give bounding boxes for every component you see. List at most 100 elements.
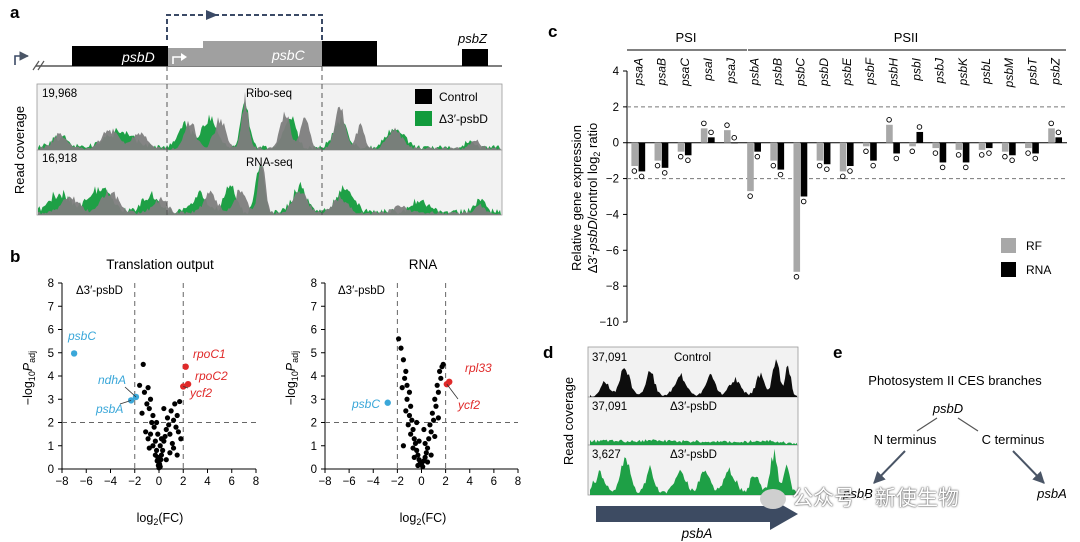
category-label-psbI: psbI [909, 57, 923, 81]
watermark-logo-icon [760, 489, 786, 509]
data-point [149, 419, 155, 426]
y-tick-label: 5 [311, 348, 317, 360]
data-point [160, 447, 166, 453]
category-label-psaA: psaA [632, 58, 646, 86]
x-tick-label: −6 [343, 476, 356, 488]
data-point [155, 431, 161, 437]
data-point [173, 424, 179, 430]
panel-e: e Photosystem II CES branches psbD N ter… [833, 343, 1067, 501]
label-leader [124, 386, 137, 398]
y-tick-label: 3 [48, 394, 54, 406]
replicate-point [870, 162, 876, 169]
gene-psbd-box [72, 46, 168, 66]
data-point [433, 403, 439, 409]
volcano-left-mutant: Δ3′-psbD [76, 285, 123, 297]
panel-c: c PSI PSII 4 2 0 −2 −4 −6 −8 −10 psaA psaB psaC psa… [548, 22, 1067, 329]
replicate-point [932, 150, 939, 156]
replicate-point [863, 148, 869, 155]
data-point [410, 426, 416, 433]
data-point [406, 389, 413, 395]
y-tick-label: 5 [48, 348, 54, 360]
data-point [158, 452, 165, 458]
data-point [144, 401, 150, 407]
y-tick-label: 6 [48, 325, 54, 337]
d-track-1-label: Control [674, 352, 711, 364]
data-point [403, 408, 409, 414]
data-point [175, 429, 181, 435]
data-point [427, 422, 433, 428]
y-tick-label: 2 [311, 418, 317, 430]
replicate-point [638, 173, 645, 180]
category-label-psbZ: psbZ [1048, 57, 1062, 85]
data-point [435, 415, 441, 421]
psii-group-label: PSII [894, 30, 919, 45]
d-track-2-label: Δ3′-psbD [670, 401, 717, 413]
category-label-psbT: psbT [1025, 56, 1039, 85]
data-point [428, 452, 434, 458]
d-track-2-max: 37,091 [592, 401, 627, 413]
bar-RNA-psaI [708, 137, 715, 143]
gene-psbc-box [168, 48, 322, 66]
panel-c-label: c [548, 22, 557, 41]
legend-mutant-swatch [415, 111, 432, 126]
y-tick-label: 8 [48, 278, 54, 290]
data-point [139, 410, 145, 416]
replicate-point [1025, 150, 1031, 156]
gene-label-rpoC1: rpoC1 [193, 347, 226, 361]
data-point [432, 433, 438, 440]
data-point [422, 440, 428, 447]
promoter-arrow-icon [14, 51, 29, 65]
y-tick-label: 3 [311, 394, 317, 406]
panel-a-label: a [10, 3, 20, 22]
category-label-psbM: psbM [1002, 58, 1016, 88]
replicate-point [824, 166, 830, 172]
psbc-start-arrowhead [181, 53, 187, 61]
replicate-point [800, 198, 807, 205]
volcano-left-x-title: log2(FC) [137, 511, 184, 527]
replicate-point [685, 157, 691, 164]
y-tick-label: 8 [311, 278, 317, 290]
y-tick-label: −4 [606, 209, 620, 221]
y-tick-label: 4 [311, 371, 318, 383]
replicate-point [963, 164, 969, 171]
data-point [415, 462, 421, 469]
ces-n-terminus: N terminus [874, 432, 937, 447]
volcano-plot-rna: −8 −6 −4 −2 0 2 4 6 8 0 1 2 3 4 5 6 7 8 psbC rpl33 ycf2 [311, 278, 522, 488]
data-point [164, 415, 171, 421]
replicate-point [1055, 129, 1062, 136]
data-point [153, 447, 160, 453]
data-point [146, 405, 152, 412]
replicate-point [677, 153, 684, 160]
category-label-psbE: psbE [840, 57, 854, 86]
bar-RNA-psaB [661, 142, 669, 168]
rna-coverage-control [38, 164, 501, 215]
transcript-dashed-arrow [166, 14, 323, 48]
data-point [426, 436, 432, 442]
bar-RF-psbM [1001, 142, 1009, 152]
legend-rf-swatch [1001, 238, 1016, 253]
x-tick-label: 6 [491, 476, 497, 488]
gene-label-psbC: psbC [67, 329, 96, 343]
data-point [424, 459, 431, 465]
label-leader [119, 400, 132, 405]
data-point [428, 429, 434, 435]
data-point [439, 364, 445, 370]
replicate-point [986, 150, 992, 156]
rna-coverage-mutant [38, 164, 501, 215]
volcano-right-x-title: log2(FC) [400, 511, 447, 527]
data-point [151, 424, 157, 430]
data-point [163, 457, 169, 463]
data-point [178, 436, 184, 442]
bar-RNA-psbM [1009, 142, 1016, 156]
category-label-psbJ: psbJ [933, 57, 947, 84]
gene-label-ycf2: ycf2 [457, 398, 480, 412]
ces-title: Photosystem II CES branches [868, 373, 1042, 388]
bar-RNA-psaA [638, 142, 646, 172]
gene-label-rpl33: rpl33 [465, 361, 492, 375]
bar-RF-psaI [700, 128, 708, 143]
rna-track-max: 16,918 [42, 153, 77, 165]
d-track-2-frame [587, 396, 799, 446]
panel-d-label: d [543, 343, 553, 362]
ces-root: psbD [932, 401, 963, 416]
gene-psbc-box-top [203, 41, 322, 48]
